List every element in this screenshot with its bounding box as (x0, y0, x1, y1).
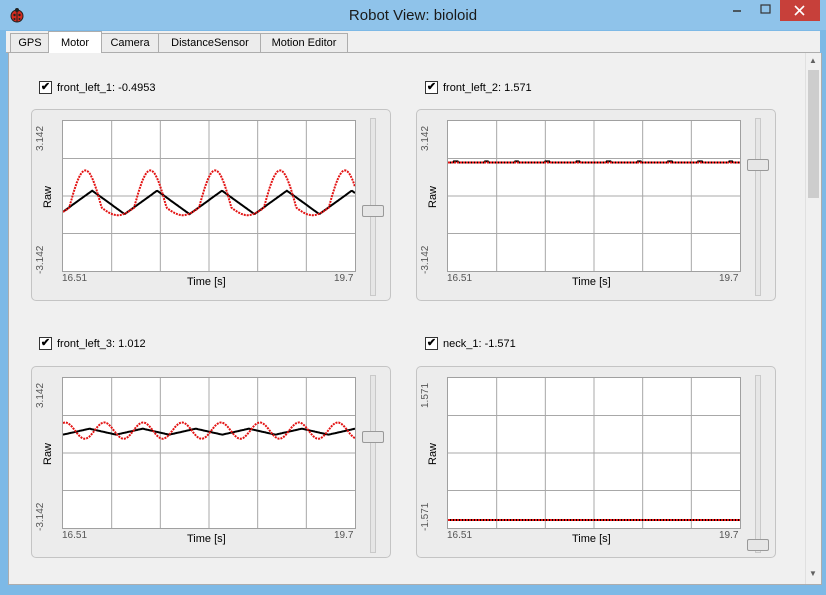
y-axis-label: Raw (427, 185, 439, 208)
slider-track[interactable] (755, 375, 761, 553)
y-axis-label: Raw (42, 185, 54, 208)
slider-track[interactable] (370, 375, 376, 553)
actual-position-line (63, 427, 355, 436)
tab-camera[interactable]: Camera (100, 33, 160, 52)
tab-bar: GPS Motor Camera DistanceSensor Motion E… (6, 31, 820, 53)
y-max-label: 3.142 (420, 125, 431, 151)
actual-position-line (63, 189, 355, 216)
x-axis-label: Time [s] (187, 276, 226, 288)
plot-canvas (63, 378, 355, 528)
slider-handle[interactable] (747, 539, 769, 551)
motor-plot (62, 120, 356, 272)
y-min-label: -1.571 (420, 502, 431, 531)
x-axis-label: Time [s] (572, 533, 611, 545)
motor-tab-content: ✔ front_left_1: -0.4953 3.142 Raw -3.142… (8, 53, 822, 585)
checkbox[interactable]: ✔ (425, 81, 438, 94)
x-axis-label: Time [s] (572, 276, 611, 288)
y-min-label: -3.142 (35, 502, 46, 531)
minimize-icon (733, 10, 741, 12)
plot-canvas (63, 121, 355, 271)
scroll-down-icon[interactable]: ▼ (809, 569, 817, 578)
scroll-up-icon[interactable]: ▲ (809, 56, 817, 65)
motor-group: 3.142 Raw -3.142 16.51 Time [s] 19.7 (31, 366, 391, 558)
x-start-label: 16.51 (447, 273, 473, 284)
slider-track[interactable] (755, 118, 761, 296)
minimize-button[interactable] (722, 0, 752, 21)
motor-group: 1.571 Raw -1.571 16.51 Time [s] 19.7 (416, 366, 776, 558)
close-button[interactable] (780, 0, 820, 21)
y-axis-label: Raw (427, 442, 439, 465)
motor-label: front_left_3: 1.012 (57, 338, 146, 350)
maximize-button[interactable] (752, 0, 780, 21)
x-end-label: 19.7 (719, 530, 739, 541)
tab-motor[interactable]: Motor (48, 31, 102, 53)
slider-handle[interactable] (362, 430, 384, 443)
x-start-label: 16.51 (62, 530, 88, 541)
slider-handle[interactable] (362, 204, 384, 217)
x-end-label: 19.7 (334, 273, 354, 284)
title-bar[interactable]: Robot View: bioloid (0, 0, 826, 30)
y-max-label: 3.142 (35, 125, 46, 151)
x-end-label: 19.7 (334, 530, 354, 541)
plot-canvas (448, 121, 740, 271)
window-title: Robot View: bioloid (348, 7, 478, 24)
maximize-icon (760, 4, 771, 14)
scrollbar-thumb[interactable] (808, 70, 819, 198)
plot-canvas (448, 378, 740, 528)
tab-gps[interactable]: GPS (10, 33, 50, 52)
y-max-label: 1.571 (420, 382, 431, 408)
motor-label: front_left_2: 1.571 (443, 82, 532, 94)
checkbox[interactable]: ✔ (425, 337, 438, 350)
vertical-scrollbar[interactable]: ▲ ▼ (805, 53, 821, 584)
tab-distance-sensor[interactable]: DistanceSensor (158, 33, 262, 52)
y-axis-label: Raw (42, 442, 54, 465)
motor-label: neck_1: -1.571 (443, 338, 516, 350)
motor-group: 3.142 Raw -3.142 16.51 Time [s] 19.7 (31, 109, 391, 301)
x-axis-label: Time [s] (187, 533, 226, 545)
motor-group: 3.142 Raw -3.142 16.51 Time [s] 19.7 (416, 109, 776, 301)
slider-handle[interactable] (747, 159, 769, 171)
x-end-label: 19.7 (719, 273, 739, 284)
close-icon (794, 5, 805, 16)
motor-label: front_left_1: -0.4953 (57, 82, 156, 94)
x-start-label: 16.51 (447, 530, 473, 541)
y-min-label: -3.142 (35, 245, 46, 274)
x-start-label: 16.51 (62, 273, 88, 284)
y-max-label: 3.142 (35, 382, 46, 408)
target-position-line (63, 169, 355, 217)
checkbox[interactable]: ✔ (39, 337, 52, 350)
tab-motion-editor[interactable]: Motion Editor (260, 33, 348, 52)
motor-plot (62, 377, 356, 529)
motor-plot (447, 120, 741, 272)
y-min-label: -3.142 (420, 245, 431, 274)
checkbox[interactable]: ✔ (39, 81, 52, 94)
target-position-line (63, 421, 355, 440)
ladybug-icon (10, 8, 24, 23)
motor-plot (447, 377, 741, 529)
